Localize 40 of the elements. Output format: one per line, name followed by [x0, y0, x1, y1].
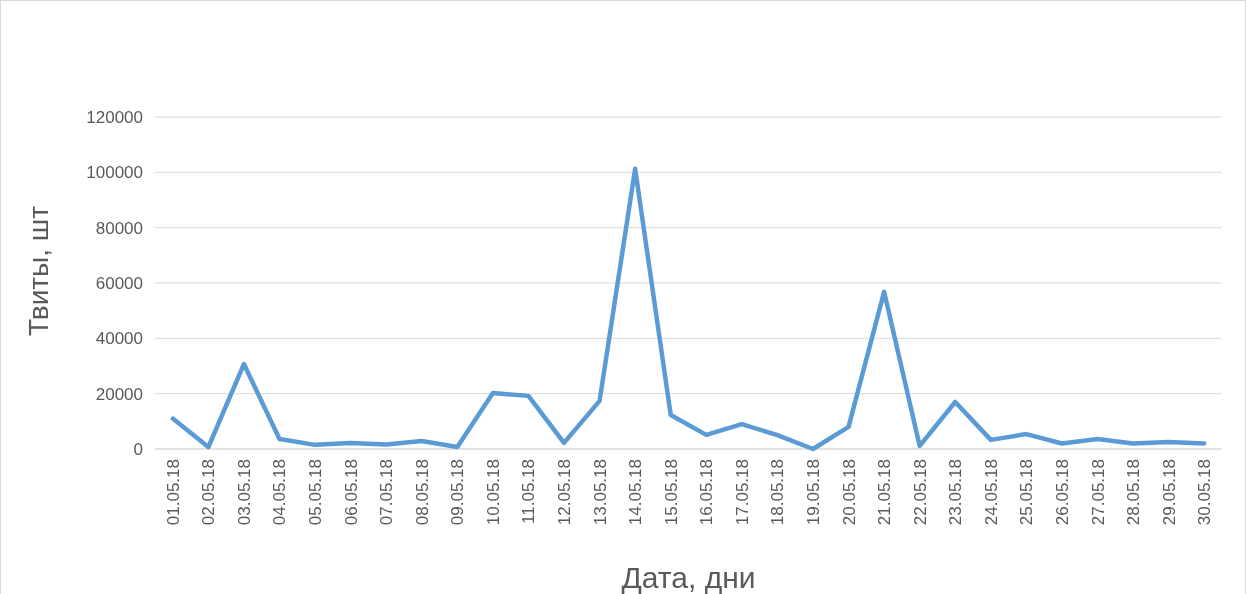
x-tick-label: 09.05.18: [448, 459, 468, 526]
line-series: [170, 166, 1207, 452]
x-tick-label: 15.05.18: [661, 459, 681, 526]
x-tick-label: 21.05.18: [875, 459, 895, 526]
x-tick-label: 28.05.18: [1124, 459, 1144, 526]
y-axis-title: Твиты, шт: [23, 205, 54, 337]
x-tick-label: 30.05.18: [1195, 459, 1215, 526]
x-tick-label: 07.05.18: [377, 459, 397, 526]
x-tick-label: 11.05.18: [519, 459, 539, 524]
x-tick-label: 13.05.18: [590, 459, 610, 526]
x-tick-label: 25.05.18: [1017, 459, 1037, 526]
x-tick-label: 01.05.18: [163, 459, 183, 526]
y-tick-label: 60000: [95, 273, 143, 293]
y-tick-label: 120000: [86, 107, 143, 127]
x-tick-label: 03.05.18: [234, 459, 254, 526]
y-tick-label: 80000: [95, 218, 143, 238]
x-tick-label: 05.05.18: [306, 459, 326, 526]
x-tick-label: 08.05.18: [412, 459, 432, 526]
x-tick-label: 02.05.18: [199, 459, 219, 526]
x-tick-label: 23.05.18: [946, 459, 966, 526]
y-tick-label: 100000: [86, 163, 143, 183]
x-tick-label: 12.05.18: [555, 459, 575, 526]
y-tick-label: 40000: [95, 329, 143, 349]
x-axis-title: Дата, дни: [621, 561, 756, 594]
x-tick-label: 29.05.18: [1159, 459, 1179, 526]
x-tick-label: 24.05.18: [981, 459, 1001, 526]
x-tick-label: 10.05.18: [483, 459, 503, 526]
x-tick-label: 27.05.18: [1088, 459, 1108, 526]
x-tick-label: 17.05.18: [732, 459, 752, 526]
x-tick-label: 14.05.18: [626, 459, 646, 526]
y-tick-label: 0: [133, 439, 143, 459]
x-tick-label: 06.05.18: [341, 459, 361, 526]
x-tick-label: 18.05.18: [768, 459, 788, 526]
x-tick-label: 16.05.18: [697, 459, 717, 526]
x-tick-label: 19.05.18: [803, 459, 823, 526]
x-tick-label: 26.05.18: [1052, 459, 1072, 526]
x-tick-label: 04.05.18: [270, 459, 290, 526]
x-tick-label: 22.05.18: [910, 459, 930, 526]
x-tick-label: 20.05.18: [839, 459, 859, 526]
y-tick-label: 20000: [95, 384, 143, 404]
